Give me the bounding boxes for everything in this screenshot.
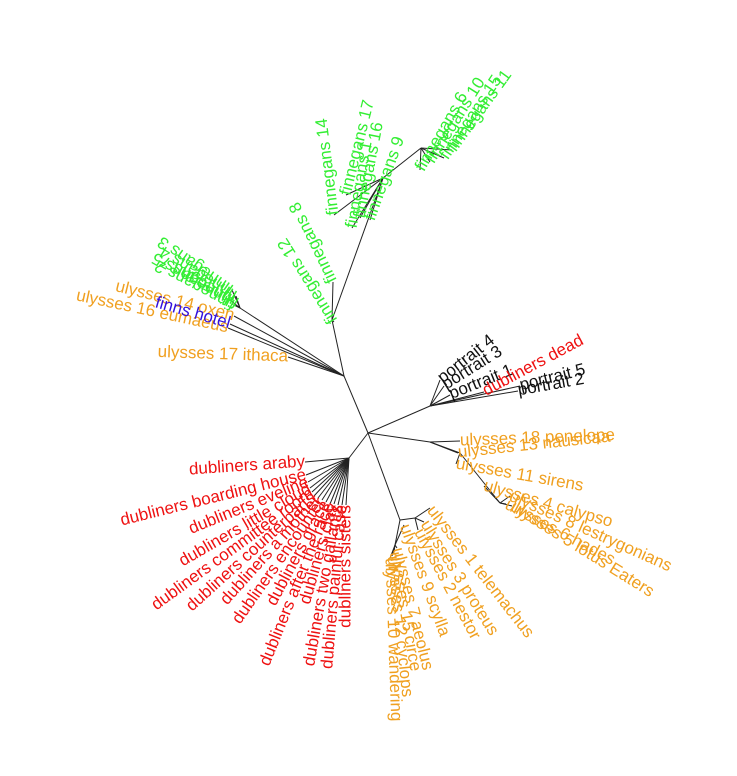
leaf-branch-u-3 (414, 517, 425, 523)
leaf-branch-u-17 (287, 356, 345, 377)
leaf-branch-fw-12 (331, 319, 335, 323)
leaf-branch-u-10 (389, 544, 396, 559)
leaf-branch-u-8 (499, 495, 511, 504)
branch-n2-fa (331, 177, 384, 321)
leaf-branch-u-4 (483, 485, 501, 504)
leaf-branch-fw-11 (420, 147, 453, 151)
leaf-branch-d-araby (304, 457, 350, 463)
leaf-branch-fw-15 (420, 147, 445, 159)
leaf-branch-u-18 (429, 440, 461, 443)
branch-ua2-ua (459, 452, 501, 504)
leaf-branch-fw-14 (333, 177, 384, 216)
leaf-branch-fw-2 (233, 304, 241, 309)
leaf-branch-d-cloud (309, 457, 350, 489)
leaf-branch-fh (229, 323, 345, 377)
leaf-label-u-17: ulysses 17 ithaca (157, 342, 289, 366)
leaf-branch-fw-7 (237, 302, 241, 309)
leaf-branch-d-eveline (307, 457, 350, 483)
leaf-branch-u-13 (429, 441, 459, 454)
leaf-branch-u-14 (233, 315, 345, 377)
leaf-branch-fw-17 (345, 177, 384, 196)
tree-edges (227, 147, 521, 559)
leaf-branch-u-9 (394, 524, 405, 546)
leaf-branch-p-5 (429, 385, 521, 407)
leaf-branch-d-committee (311, 457, 350, 493)
leaf-branch-u-5 (499, 502, 513, 507)
leaf-branch-p-3 (429, 385, 445, 407)
branch-n1-fl (239, 307, 345, 377)
leaf-branch-p-4 (429, 379, 441, 407)
leaf-branch-u-1 (414, 507, 431, 519)
branch-ub-ub2 (399, 517, 416, 521)
leaf-branch-fw-9 (369, 177, 384, 221)
leaf-branch-u-2 (414, 517, 419, 531)
branch-r-p (367, 405, 431, 434)
leaf-branch-d-grace (325, 457, 350, 503)
branch-ub-ub3 (394, 519, 401, 546)
leaf-branch-fw-6 (419, 147, 422, 171)
leaf-branch-u-11 (455, 452, 461, 465)
leaf-branch-d-clay (333, 457, 350, 505)
branch-r-n1 (343, 375, 369, 434)
leaf-label-fw-14: finnegans 14 (312, 117, 343, 216)
leaf-branch-d-race (329, 457, 350, 505)
leaf-branch-d-counterparts (313, 457, 350, 497)
leaf-branch-d-gallants (337, 457, 350, 506)
branch-r-u (367, 432, 431, 443)
leaf-branch-d-mother (317, 457, 350, 499)
leaf-branch-d-sisters (345, 457, 350, 506)
leaf-branch-p-2 (429, 390, 519, 407)
leaf-branch-d-boarding (305, 457, 350, 476)
branch-r-ub (367, 432, 401, 521)
leaf-label-d-sisters: dubliners sisters (335, 505, 354, 628)
leaf-branch-d-case (341, 457, 350, 506)
leaf-branch-fw-8 (331, 281, 334, 321)
leaf-branch-fw-10 (420, 147, 431, 163)
branch-r-d (348, 432, 369, 459)
leaf-branch-p-1 (429, 394, 451, 407)
branch-fa-fb (382, 147, 422, 179)
leaf-branch-u-16 (227, 327, 345, 377)
leaf-branch-fw-1 (351, 177, 384, 229)
branch-n1-n2 (331, 319, 345, 377)
leaf-branch-d-encounter (321, 457, 350, 501)
